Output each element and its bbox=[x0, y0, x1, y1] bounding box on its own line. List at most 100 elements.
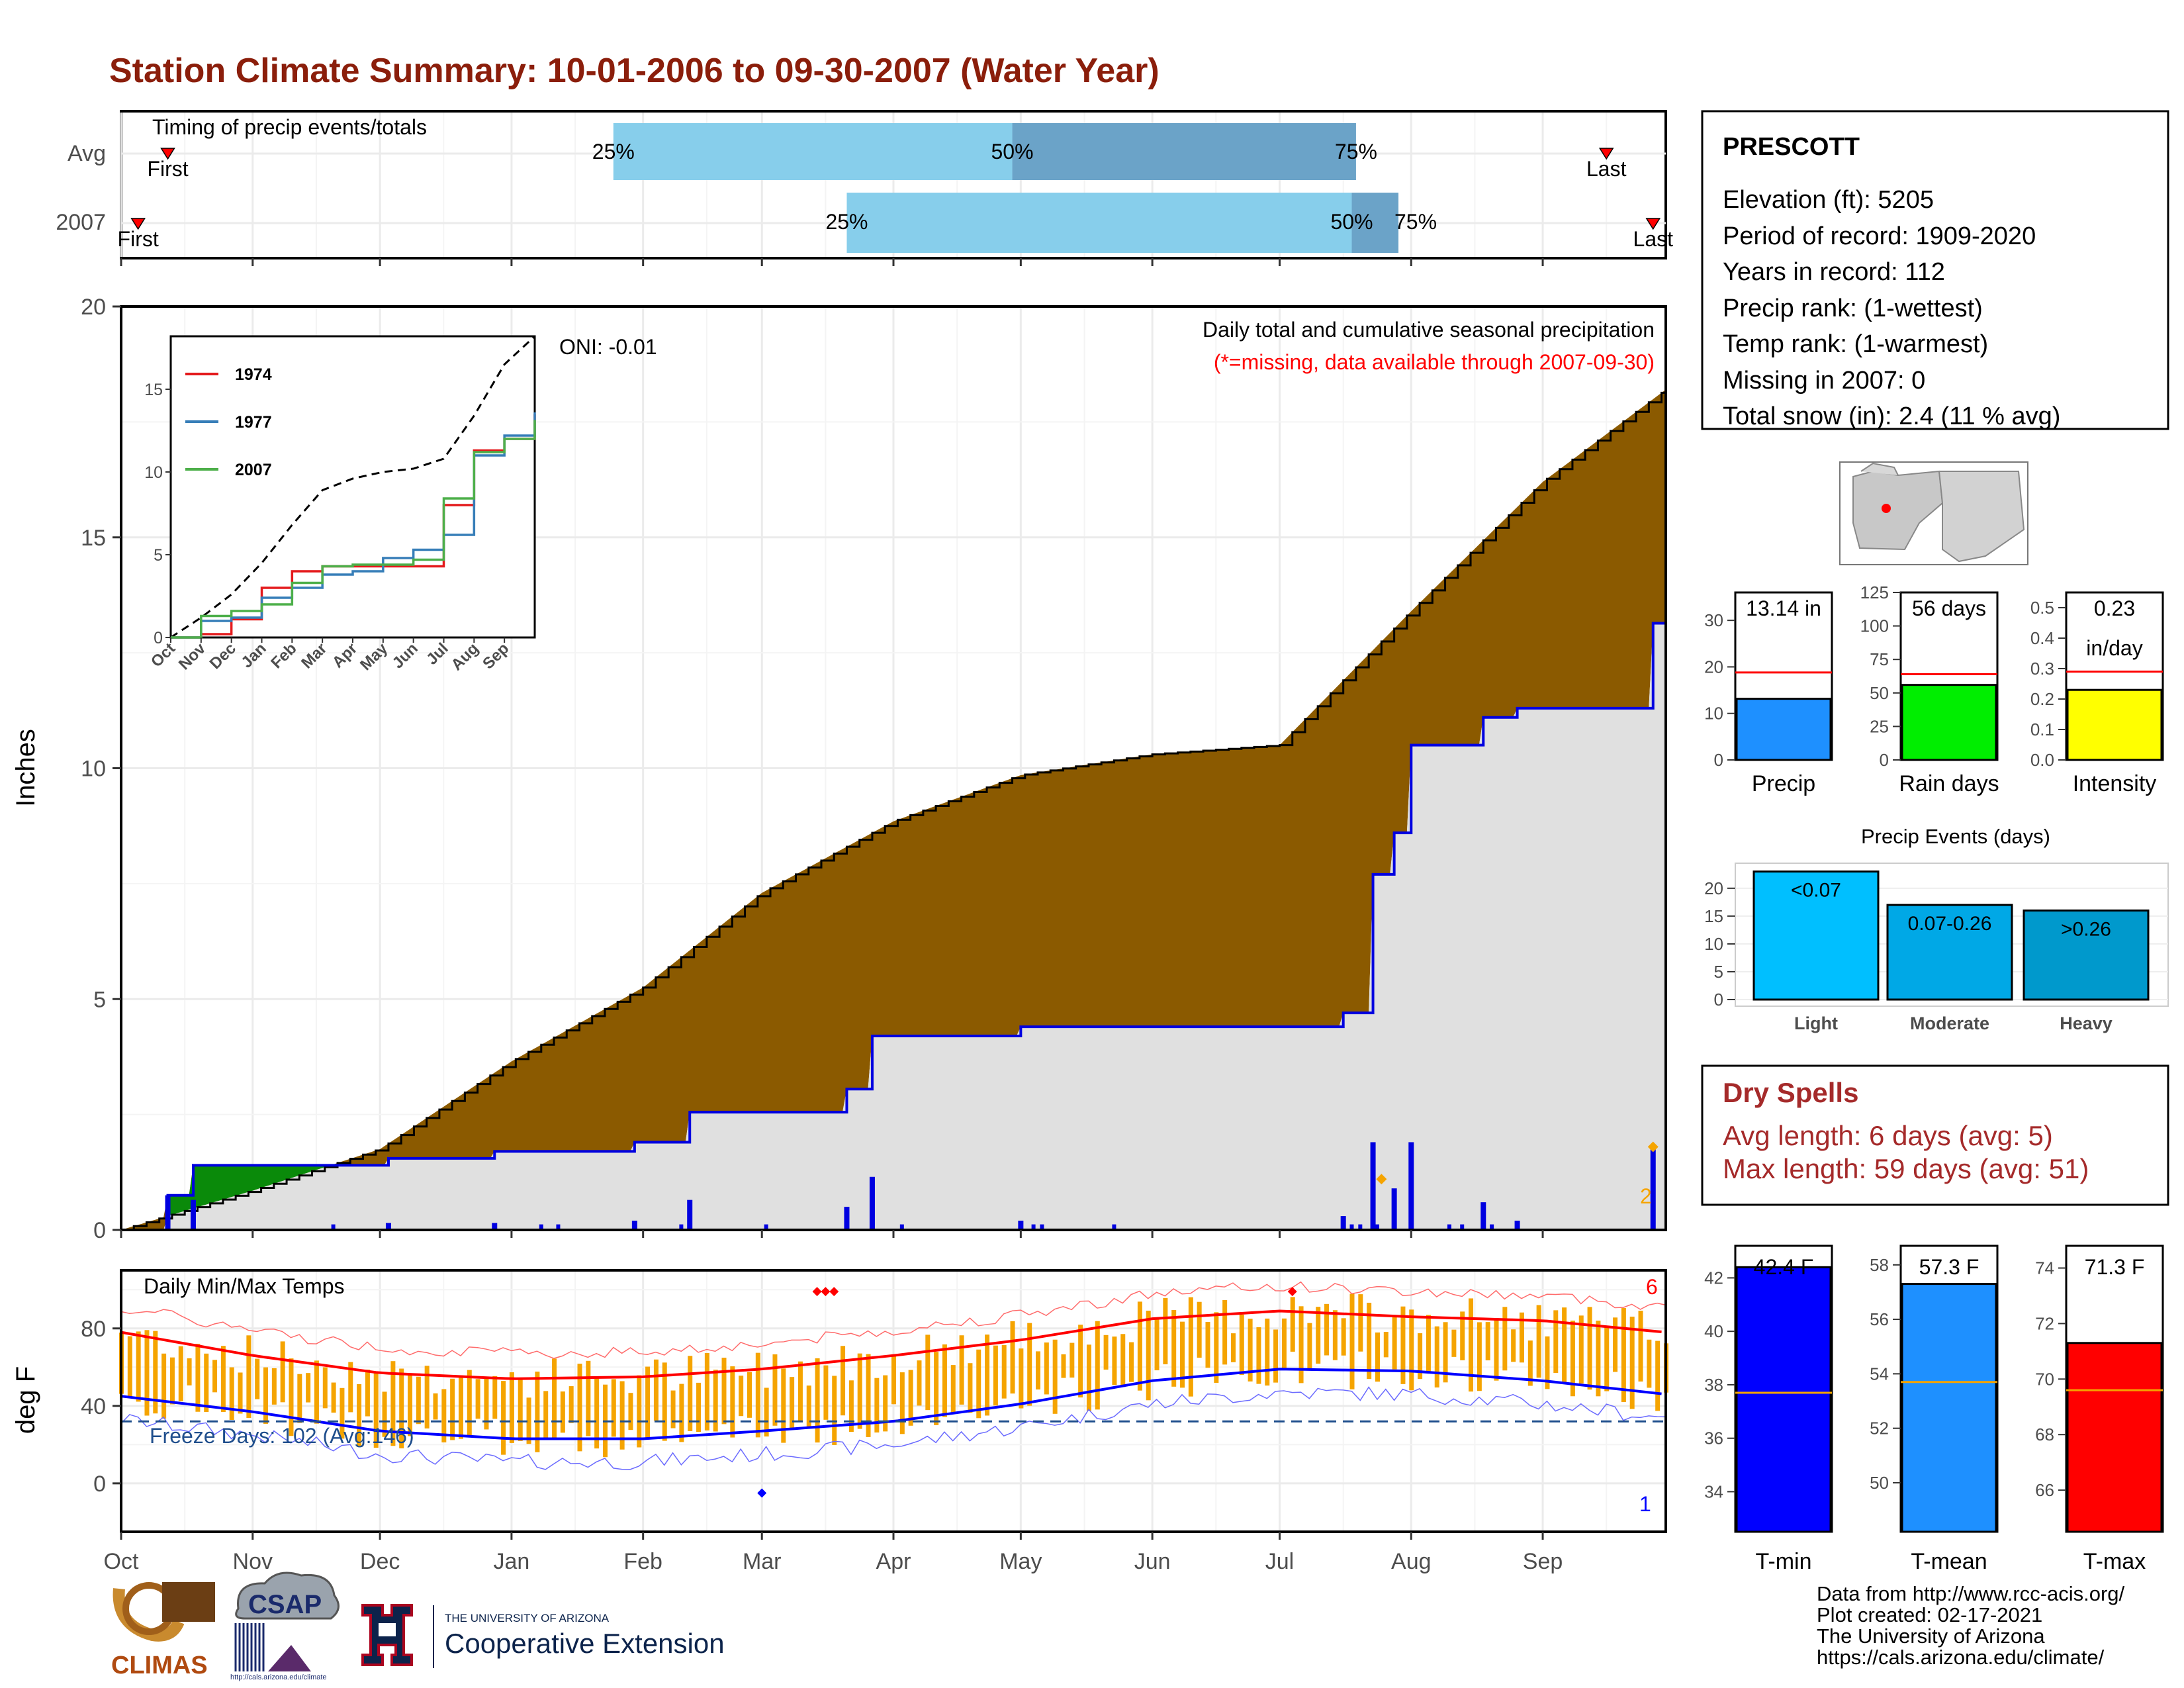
record-high-marker bbox=[1287, 1287, 1297, 1297]
daily-temp-bar bbox=[815, 1358, 820, 1443]
precip-max-count: 2 bbox=[1640, 1184, 1652, 1208]
temp-plot bbox=[119, 1281, 1668, 1498]
daily-precip-bar bbox=[1349, 1224, 1354, 1230]
daily-temp-bar bbox=[1418, 1333, 1423, 1380]
temp-summary-bars: 42.4 F 34 36 38 40 42 T-min 57.3 F 50 52 54 56 58 T-m… bbox=[1704, 1244, 2164, 1574]
daily-precip-bar bbox=[1340, 1216, 1346, 1230]
summary-tick-label: 100 bbox=[1860, 616, 1889, 636]
summary-category-label: Rain days bbox=[1899, 771, 1999, 796]
temp-summary-value-label: 57.3 F bbox=[1919, 1255, 1979, 1279]
station-line-years: Years in record: 112 bbox=[1723, 258, 1945, 286]
daily-temp-bar bbox=[1239, 1314, 1244, 1375]
daily-temp-bar bbox=[1069, 1342, 1075, 1378]
station-line-elevation: Elevation (ft): 5205 bbox=[1723, 186, 1934, 214]
daily-temp-bar bbox=[1536, 1305, 1541, 1378]
y-tick-label: 40 bbox=[81, 1394, 106, 1419]
year-cumulative-area bbox=[121, 623, 1666, 1230]
daily-temp-bar bbox=[925, 1335, 931, 1411]
daily-precip-bar bbox=[1460, 1224, 1465, 1230]
daily-temp-bar bbox=[127, 1336, 132, 1397]
y-tick-label: 5 bbox=[93, 987, 106, 1012]
daily-temp-bar bbox=[178, 1346, 183, 1401]
timing-last-label: Last bbox=[1586, 157, 1627, 181]
timing-p75-label: 75% bbox=[1335, 140, 1377, 164]
month-tick-label: Oct bbox=[104, 1549, 139, 1574]
daily-precip-bar bbox=[1480, 1202, 1486, 1230]
daily-temp-bar bbox=[1281, 1318, 1287, 1369]
daily-temp-bar bbox=[1332, 1310, 1338, 1360]
daily-temp-bar bbox=[1324, 1303, 1330, 1356]
daily-temp-bar bbox=[390, 1361, 396, 1446]
summary-value-label: 0.23 bbox=[2094, 596, 2135, 620]
inset-average-line bbox=[170, 335, 536, 639]
daily-temp-bar bbox=[696, 1382, 702, 1432]
daily-temp-bar bbox=[1451, 1329, 1457, 1357]
timing-last-marker bbox=[1645, 218, 1661, 230]
summary-value-label: 13.14 in bbox=[1746, 596, 1821, 620]
daily-precip-bar bbox=[539, 1224, 543, 1230]
summary-tick-label: 50 bbox=[1870, 683, 1889, 703]
station-line-snow: Total snow (in): 2.4 (11 % avg) bbox=[1723, 402, 2060, 430]
record-max-line bbox=[120, 1281, 1666, 1359]
daily-temp-bar bbox=[441, 1389, 447, 1442]
daily-temp-bar bbox=[730, 1366, 735, 1438]
summary-tick-label: 0.0 bbox=[2030, 750, 2054, 770]
daily-temp-bar bbox=[1621, 1308, 1626, 1403]
daily-temp-bar bbox=[204, 1353, 209, 1413]
summary-bar-Intensity bbox=[2066, 688, 2163, 761]
summary-bars: 13.14 in 0 10 20 30 Precip 56 days 0 25 50 75 100 12… bbox=[1704, 583, 2164, 796]
daily-temp-bar bbox=[1349, 1293, 1355, 1389]
daily-precip-bar bbox=[1391, 1188, 1397, 1230]
station-name: PRESCOTT bbox=[1723, 133, 1860, 161]
temp-label: Daily Min/Max Temps bbox=[144, 1274, 344, 1298]
summary-category-label: Precip bbox=[1752, 771, 1815, 796]
above-average-area bbox=[167, 1165, 330, 1216]
daily-temp-bar bbox=[1146, 1311, 1151, 1401]
daily-temp-bar bbox=[569, 1386, 574, 1423]
daily-temp-bar bbox=[1230, 1333, 1236, 1362]
daily-temp-bar bbox=[212, 1360, 218, 1393]
daily-temp-bar bbox=[1316, 1307, 1321, 1364]
avg-cumulative-area bbox=[121, 389, 1666, 1230]
dry-spells-max: Max length: 59 days (avg: 51) bbox=[1723, 1153, 2089, 1184]
timing-bar-50-75 bbox=[1351, 193, 1399, 253]
daily-temp-bar bbox=[1562, 1307, 1567, 1383]
daily-temp-bar bbox=[1443, 1322, 1448, 1383]
daily-temp-bar bbox=[645, 1366, 651, 1439]
daily-temp-bar bbox=[348, 1362, 353, 1413]
daily-temp-bar bbox=[1596, 1321, 1601, 1397]
daily-temp-bar bbox=[518, 1378, 523, 1441]
record-high-marker bbox=[829, 1287, 839, 1297]
daily-temp-bar bbox=[306, 1373, 311, 1403]
daily-temp-bar bbox=[1052, 1339, 1058, 1414]
month-tick-label: Jan bbox=[493, 1549, 529, 1574]
daily-precip-bar bbox=[331, 1224, 336, 1230]
record-high-marker bbox=[812, 1287, 822, 1297]
daily-temp-bar bbox=[653, 1359, 659, 1421]
daily-temp-bar bbox=[340, 1387, 345, 1439]
month-tick-label: Apr bbox=[876, 1549, 911, 1574]
daily-temp-bar bbox=[1587, 1307, 1592, 1390]
daily-temp-bar bbox=[942, 1344, 947, 1417]
daily-temp-bar bbox=[229, 1367, 234, 1420]
daily-temp-bar bbox=[993, 1345, 998, 1406]
temp-summary-bar-T-mean bbox=[1901, 1283, 1997, 1533]
temp-summary-tick-label: 42 bbox=[1704, 1268, 1723, 1288]
freeze-days-label: Freeze Days: 102 (Avg:146) bbox=[150, 1424, 414, 1448]
daily-temp-bar bbox=[841, 1346, 846, 1416]
daily-temp-bar bbox=[586, 1360, 591, 1436]
daily-temp-bar bbox=[832, 1376, 837, 1445]
summary-tick-label: 75 bbox=[1870, 649, 1889, 669]
daily-temp-bar bbox=[526, 1397, 531, 1444]
daily-temp-bar bbox=[1256, 1327, 1261, 1384]
events-plot: 0 5 10 15 20 <0.07 Light 0.07-0.26 Moderate >0.26… bbox=[1704, 870, 2168, 1033]
daily-temp-bar bbox=[1570, 1321, 1575, 1397]
daily-temp-bar bbox=[688, 1356, 693, 1431]
inset-series-line-2007 bbox=[171, 420, 536, 639]
daily-temp-bar bbox=[1383, 1332, 1388, 1358]
month-tick-label: Mar bbox=[743, 1549, 782, 1574]
precip-y-axis: 0 5 10 15 20 bbox=[81, 295, 1544, 1243]
daily-temp-bar bbox=[874, 1378, 880, 1433]
station-location-dot bbox=[1882, 504, 1891, 513]
